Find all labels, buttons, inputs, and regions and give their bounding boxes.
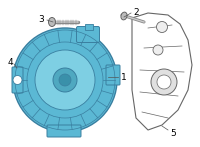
FancyBboxPatch shape bbox=[12, 67, 23, 93]
FancyBboxPatch shape bbox=[76, 26, 100, 42]
Circle shape bbox=[13, 28, 117, 132]
FancyBboxPatch shape bbox=[47, 125, 81, 137]
Circle shape bbox=[35, 50, 95, 110]
Circle shape bbox=[157, 75, 171, 89]
Bar bbox=[85, 24, 93, 30]
Circle shape bbox=[13, 76, 22, 85]
Ellipse shape bbox=[48, 17, 56, 26]
Text: 1: 1 bbox=[121, 72, 127, 81]
Circle shape bbox=[53, 68, 77, 92]
Text: 3: 3 bbox=[38, 15, 44, 24]
Text: 4: 4 bbox=[7, 57, 13, 66]
Ellipse shape bbox=[121, 12, 127, 20]
Circle shape bbox=[156, 21, 168, 32]
Circle shape bbox=[151, 69, 177, 95]
Circle shape bbox=[153, 45, 163, 55]
Text: 2: 2 bbox=[133, 7, 139, 16]
Text: 5: 5 bbox=[170, 128, 176, 137]
FancyBboxPatch shape bbox=[106, 65, 120, 85]
Polygon shape bbox=[132, 13, 192, 130]
Circle shape bbox=[59, 74, 71, 86]
